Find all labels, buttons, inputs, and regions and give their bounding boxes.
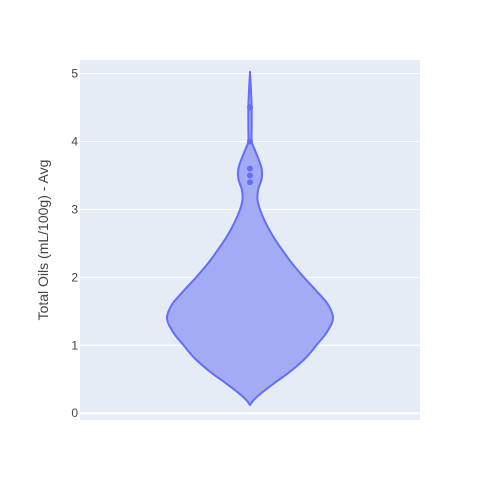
y-axis-title: Total Oils (mL/100g) - Avg [35, 160, 51, 321]
y-tick-label: 1 [71, 338, 78, 352]
outlier-point[interactable] [247, 179, 253, 186]
y-tick-label: 5 [71, 67, 78, 81]
y-tick-label: 0 [71, 406, 78, 420]
outlier-points [247, 104, 253, 186]
y-tick-label: 4 [71, 135, 78, 149]
outlier-point[interactable] [247, 104, 253, 111]
y-tick-label: 3 [71, 202, 78, 216]
y-tick-labels: 0 1 2 3 4 5 [71, 67, 78, 421]
outlier-point[interactable] [247, 172, 253, 179]
violin-shape[interactable] [166, 70, 334, 407]
y-tick-label: 2 [71, 270, 78, 284]
outlier-point[interactable] [247, 138, 253, 145]
outlier-point[interactable] [247, 165, 253, 172]
